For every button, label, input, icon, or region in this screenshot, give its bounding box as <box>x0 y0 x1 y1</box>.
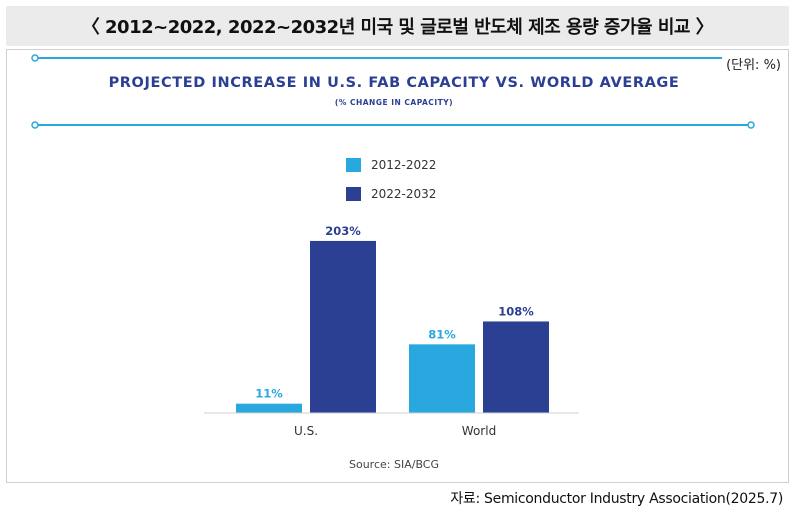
legend-label-2022-2032: 2022-2032 <box>371 187 436 201</box>
chart-subtitle: (% CHANGE IN CAPACITY) <box>335 98 453 107</box>
legend-swatch-2022-2032 <box>346 187 361 201</box>
category-label-world: World <box>462 424 496 438</box>
bar-us-2022-2032 <box>310 240 376 413</box>
bar-world-2012-2022 <box>409 344 475 413</box>
bottom-divider-right-dot <box>747 121 755 129</box>
bar-world-2022-2032 <box>483 321 549 413</box>
bar-chart: PROJECTED INCREASE IN U.S. FAB CAPACITY … <box>31 54 755 471</box>
chart-source: Source: SIA/BCG <box>349 458 439 471</box>
top-divider-left-dot <box>31 54 39 62</box>
legend-swatch-2012-2022 <box>346 158 361 172</box>
footer-source: 자료: Semiconductor Industry Association(2… <box>450 491 783 507</box>
unit-label: (단위: %) <box>726 58 781 73</box>
legend-label-2012-2022: 2012-2022 <box>371 158 436 172</box>
legend: 2012-2022 2022-2032 <box>346 158 436 201</box>
bar-us-2012-2022 <box>236 403 302 413</box>
data-label-us-2012-2022: 11% <box>255 387 283 401</box>
chart-panel: PROJECTED INCREASE IN U.S. FAB CAPACITY … <box>6 49 789 483</box>
data-label-us-2022-2032: 203% <box>325 224 361 238</box>
chart-title: PROJECTED INCREASE IN U.S. FAB CAPACITY … <box>109 75 680 91</box>
chart-header-title: 〈 2012~2022, 2022~2032년 미국 및 글로벌 반도체 제조 … <box>6 6 789 46</box>
data-label-world-2012-2022: 81% <box>428 327 456 341</box>
data-label-world-2022-2032: 108% <box>498 304 534 318</box>
bottom-divider-left-dot <box>31 121 39 129</box>
category-label-us: U.S. <box>294 424 318 438</box>
